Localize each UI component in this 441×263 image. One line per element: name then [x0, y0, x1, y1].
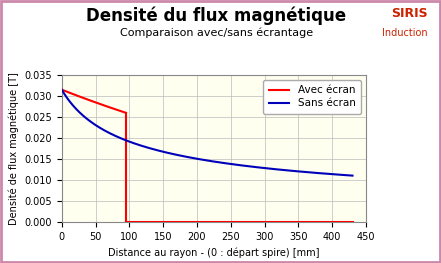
Text: Induction: Induction: [382, 28, 428, 38]
Legend: Avec écran, Sans écran: Avec écran, Sans écran: [263, 80, 361, 114]
X-axis label: Distance au rayon - (0 : départ spire) [mm]: Distance au rayon - (0 : départ spire) […: [108, 247, 320, 258]
Y-axis label: Densité de flux magnétique [T]: Densité de flux magnétique [T]: [8, 72, 19, 225]
Text: Comparaison avec/sans écrantage: Comparaison avec/sans écrantage: [120, 28, 313, 38]
Text: Densité du flux magnétique: Densité du flux magnétique: [86, 7, 346, 25]
Text: SIRIS: SIRIS: [391, 7, 428, 19]
